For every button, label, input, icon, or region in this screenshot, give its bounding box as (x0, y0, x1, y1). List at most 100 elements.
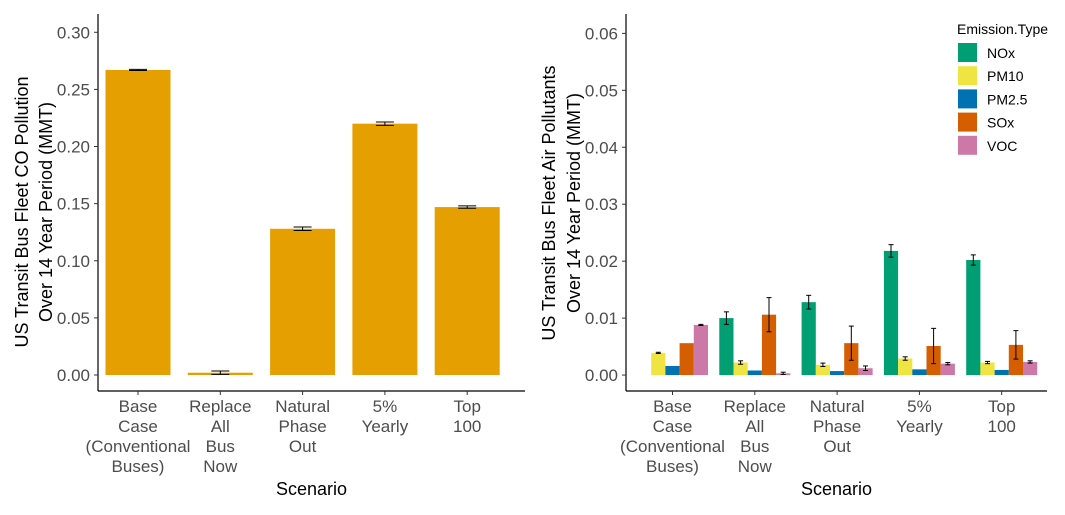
bar-nox (719, 318, 734, 376)
y-tick-label: 0.01 (585, 309, 618, 328)
bar-pm10 (733, 362, 748, 376)
bar-voc (693, 324, 708, 376)
bar (105, 69, 171, 376)
x-tick-label-line: Base (119, 397, 158, 416)
x-tick-label-line: Natural (275, 397, 330, 416)
x-tick-label-line: 100 (988, 417, 1016, 436)
bar (352, 123, 418, 376)
y-tick-label: 0.06 (585, 24, 618, 43)
bar-pm10 (815, 364, 830, 376)
bar-nox (801, 302, 816, 376)
y-tick-label: 0.02 (585, 252, 618, 271)
y-tick-label: 0.04 (585, 138, 618, 157)
y-tick-label: 0.30 (57, 23, 90, 42)
y-tick-label: 0.20 (57, 138, 90, 157)
bar-sox (761, 314, 777, 376)
x-tick-label-line: Case (118, 417, 158, 436)
bar-nox (883, 250, 899, 376)
y-tick-label: 0.05 (57, 309, 90, 328)
y-axis-title: US Transit Bus Fleet CO Pollution Over 14… (12, 76, 56, 347)
y-axis-title-line: US Transit Bus Fleet CO Pollution (12, 76, 32, 347)
legend-label: NOx (987, 45, 1015, 61)
bar-pm25 (747, 370, 762, 376)
legend-swatch (958, 66, 977, 86)
x-tick-label-line: All (211, 417, 230, 436)
y-tick-label: 0.25 (57, 80, 90, 99)
legend-swatch (958, 89, 977, 109)
x-tick-label-line: Base (653, 397, 692, 416)
legend-swatch (958, 43, 977, 62)
y-tick-label: 0.15 (57, 195, 90, 214)
x-tick-label-line: Replace (724, 397, 786, 416)
x-tick-label: 5%Yearly (896, 397, 943, 436)
x-tick-label-line: Out (289, 437, 317, 456)
bar-pm10 (898, 358, 913, 376)
legend-title: Emission.Type (957, 21, 1048, 37)
x-tick-label-line: Case (653, 417, 693, 436)
y-tick-label: 0.10 (57, 252, 90, 271)
x-tick-label-line: 5% (907, 397, 932, 416)
x-tick-label-line: Buses) (112, 457, 165, 476)
y-tick-label: 0.00 (585, 366, 618, 385)
x-tick-label-line: Buses) (646, 457, 699, 476)
bar-sox (679, 343, 694, 376)
bar-pm10 (651, 352, 666, 376)
y-axis-title: US Transit Bus Fleet Air Pollutants Over … (539, 65, 584, 340)
x-tick-label-line: Out (823, 437, 851, 456)
x-tick-label-line: (Conventional (620, 437, 725, 456)
x-tick-label-line: Top (988, 397, 1015, 416)
legend-label: VOC (987, 138, 1017, 154)
x-tick-label-line: Natural (810, 397, 865, 416)
x-tick-label-line: Yearly (362, 417, 409, 436)
y-axis-title-line: Over 14 Year Period (MMT) (564, 93, 584, 313)
bar-pm10 (980, 362, 995, 376)
bar-pm25 (912, 369, 927, 376)
x-axis-title: Scenario (801, 479, 872, 499)
legend-swatch (958, 112, 977, 132)
y-tick-label: 0.05 (585, 81, 618, 100)
legend-label: PM10 (987, 68, 1024, 84)
bar-nox (966, 260, 981, 376)
chart-panel-2: 0.00 0.01 0.02 0.03 0.04 0.05 0.06 BaseCase(Con… (539, 14, 1048, 499)
x-tick-label-line: Top (453, 397, 480, 416)
x-tick-label-line: All (745, 417, 764, 436)
bar-pm25 (830, 371, 845, 376)
bar-voc (858, 368, 873, 376)
x-tick-label-line: Bus (206, 437, 235, 456)
x-tick-label-line: 100 (453, 417, 481, 436)
legend-label: PM2.5 (987, 91, 1028, 107)
x-tick-label-line: Now (203, 457, 238, 476)
x-tick-label-line: Yearly (896, 417, 943, 436)
y-tick-label: 0.03 (585, 195, 618, 214)
y-axis-title-line: US Transit Bus Fleet Air Pollutants (539, 65, 559, 340)
x-tick-label-line: Replace (189, 397, 251, 416)
x-tick-label-line: Phase (278, 417, 326, 436)
bar (270, 228, 336, 376)
bar-voc (940, 363, 955, 376)
bar-voc (1023, 361, 1038, 376)
bar-pm25 (665, 365, 680, 376)
x-tick-label-line: (Conventional (86, 437, 191, 456)
legend-label: SOx (987, 115, 1014, 131)
legend-swatch (958, 135, 977, 155)
bar-sox (1008, 344, 1023, 376)
x-tick-label-line: Now (738, 457, 773, 476)
y-axis-title-line: Over 14 Year Period (MMT) (36, 102, 56, 322)
x-tick-label-line: 5% (373, 397, 398, 416)
bar-pm25 (994, 369, 1009, 376)
x-tick-label: 5%Yearly (362, 397, 409, 436)
x-axis-title: Scenario (276, 479, 347, 499)
x-tick-label-line: Phase (813, 417, 861, 436)
y-tick-label: 0.00 (57, 366, 90, 385)
x-tick-label-line: Bus (740, 437, 769, 456)
